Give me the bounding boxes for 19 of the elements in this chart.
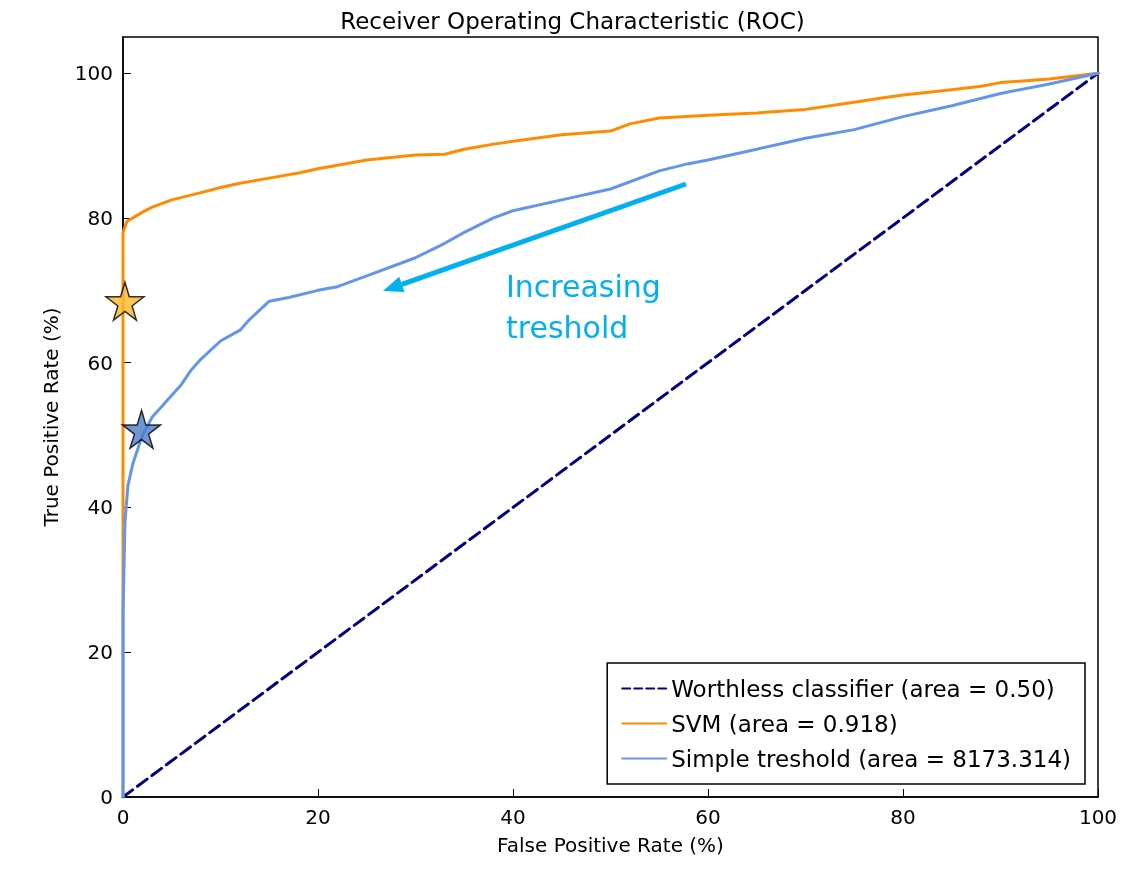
y-tick-label: 80	[87, 205, 113, 230]
x-tick-label: 60	[695, 805, 721, 829]
legend-label: Simple treshold (area = 8173.314)	[671, 745, 1072, 772]
y-tick-label: 40	[87, 495, 113, 520]
chart-title: Receiver Operating Characteristic (ROC)	[340, 7, 805, 34]
y-axis-title: True Positive Rate (%)	[39, 307, 63, 528]
x-tick-label: 0	[116, 805, 130, 829]
x-tick-label: 40	[500, 805, 526, 829]
legend-label: SVM (area = 0.918)	[671, 710, 898, 737]
annotation: Increasing treshold	[506, 268, 661, 347]
x-tick-label: 20	[305, 805, 331, 829]
y-tick-label: 20	[87, 640, 113, 665]
x-tick-label: 80	[890, 805, 916, 829]
y-tick-label: 0	[100, 785, 113, 809]
y-tick-label: 100	[74, 61, 113, 86]
x-tick-label: 100	[1078, 805, 1118, 829]
y-tick-label: 60	[87, 350, 113, 375]
x-axis-title: False Positive Rate (%)	[497, 833, 724, 857]
legend-label: Worthless classifier (area = 0.50)	[671, 675, 1055, 702]
